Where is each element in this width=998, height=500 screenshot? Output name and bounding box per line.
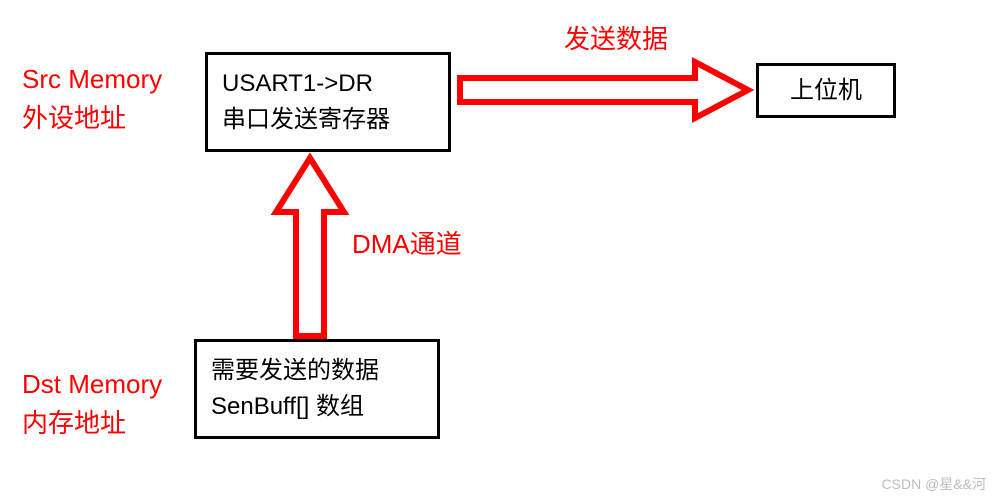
arrow-up xyxy=(0,0,998,500)
watermark: CSDN @星&&河 xyxy=(882,474,986,494)
